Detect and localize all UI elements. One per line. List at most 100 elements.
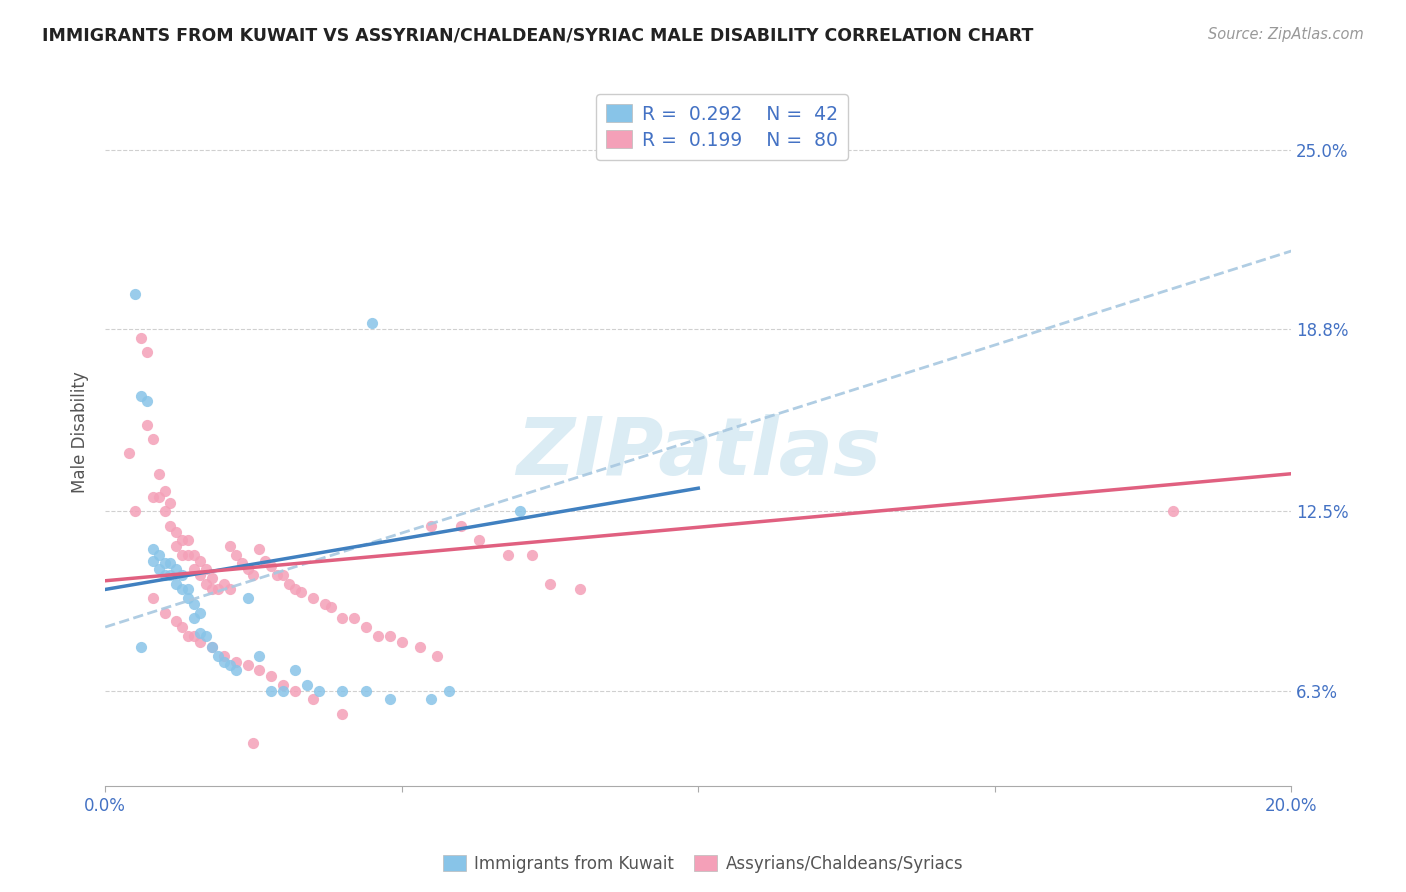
- Point: [207, 648, 229, 663]
- Point: [118, 446, 141, 460]
- Point: [450, 518, 472, 533]
- Point: [420, 518, 443, 533]
- Point: [437, 683, 460, 698]
- Point: [188, 606, 211, 620]
- Point: [319, 599, 342, 614]
- Point: [212, 576, 235, 591]
- Point: [177, 533, 200, 548]
- Point: [378, 692, 401, 706]
- Point: [225, 664, 247, 678]
- Point: [408, 640, 430, 655]
- Point: [343, 611, 366, 625]
- Text: IMMIGRANTS FROM KUWAIT VS ASSYRIAN/CHALDEAN/SYRIAC MALE DISABILITY CORRELATION C: IMMIGRANTS FROM KUWAIT VS ASSYRIAN/CHALD…: [42, 27, 1033, 45]
- Point: [391, 634, 413, 648]
- Point: [332, 683, 354, 698]
- Point: [218, 539, 240, 553]
- Point: [165, 562, 187, 576]
- Point: [172, 568, 194, 582]
- Point: [142, 541, 165, 556]
- Point: [129, 640, 152, 655]
- Point: [278, 576, 301, 591]
- Point: [148, 490, 170, 504]
- Point: [142, 591, 165, 606]
- Point: [212, 648, 235, 663]
- Point: [266, 568, 288, 582]
- Point: [301, 692, 323, 706]
- Point: [142, 432, 165, 446]
- Point: [183, 548, 205, 562]
- Point: [172, 620, 194, 634]
- Point: [420, 692, 443, 706]
- Point: [177, 548, 200, 562]
- Point: [236, 591, 259, 606]
- Point: [568, 582, 591, 597]
- Point: [254, 553, 277, 567]
- Point: [207, 582, 229, 597]
- Point: [129, 389, 152, 403]
- Point: [249, 541, 271, 556]
- Point: [142, 553, 165, 567]
- Point: [332, 706, 354, 721]
- Point: [159, 568, 181, 582]
- Point: [172, 548, 194, 562]
- Point: [159, 518, 181, 533]
- Text: ZIPatlas: ZIPatlas: [516, 414, 880, 492]
- Point: [165, 539, 187, 553]
- Point: [378, 629, 401, 643]
- Point: [177, 582, 200, 597]
- Point: [159, 557, 181, 571]
- Point: [129, 331, 152, 345]
- Point: [153, 557, 176, 571]
- Point: [468, 533, 491, 548]
- Point: [195, 629, 218, 643]
- Point: [153, 484, 176, 499]
- Text: Source: ZipAtlas.com: Source: ZipAtlas.com: [1208, 27, 1364, 42]
- Point: [172, 533, 194, 548]
- Point: [212, 655, 235, 669]
- Point: [124, 287, 146, 301]
- Point: [195, 576, 218, 591]
- Point: [260, 669, 283, 683]
- Point: [135, 394, 157, 409]
- Point: [135, 345, 157, 359]
- Legend: Immigrants from Kuwait, Assyrians/Chaldeans/Syriacs: Immigrants from Kuwait, Assyrians/Chalde…: [436, 848, 970, 880]
- Point: [426, 648, 449, 663]
- Point: [290, 585, 312, 599]
- Point: [308, 683, 330, 698]
- Point: [242, 568, 264, 582]
- Point: [218, 657, 240, 672]
- Point: [201, 582, 224, 597]
- Point: [124, 504, 146, 518]
- Point: [314, 597, 336, 611]
- Legend: R =  0.292    N =  42, R =  0.199    N =  80: R = 0.292 N = 42, R = 0.199 N = 80: [596, 94, 848, 160]
- Point: [236, 657, 259, 672]
- Point: [231, 557, 253, 571]
- Point: [509, 504, 531, 518]
- Point: [159, 496, 181, 510]
- Point: [165, 524, 187, 539]
- Point: [522, 548, 544, 562]
- Point: [260, 683, 283, 698]
- Point: [1161, 504, 1184, 518]
- Point: [301, 591, 323, 606]
- Point: [148, 562, 170, 576]
- Point: [142, 490, 165, 504]
- Point: [236, 562, 259, 576]
- Point: [201, 640, 224, 655]
- Point: [361, 316, 384, 330]
- Point: [284, 582, 307, 597]
- Point: [284, 664, 307, 678]
- Point: [195, 562, 218, 576]
- Point: [498, 548, 520, 562]
- Point: [271, 678, 294, 692]
- Point: [354, 620, 377, 634]
- Point: [201, 571, 224, 585]
- Point: [153, 504, 176, 518]
- Point: [354, 683, 377, 698]
- Point: [249, 648, 271, 663]
- Point: [271, 683, 294, 698]
- Point: [183, 629, 205, 643]
- Point: [183, 611, 205, 625]
- Point: [153, 568, 176, 582]
- Point: [188, 568, 211, 582]
